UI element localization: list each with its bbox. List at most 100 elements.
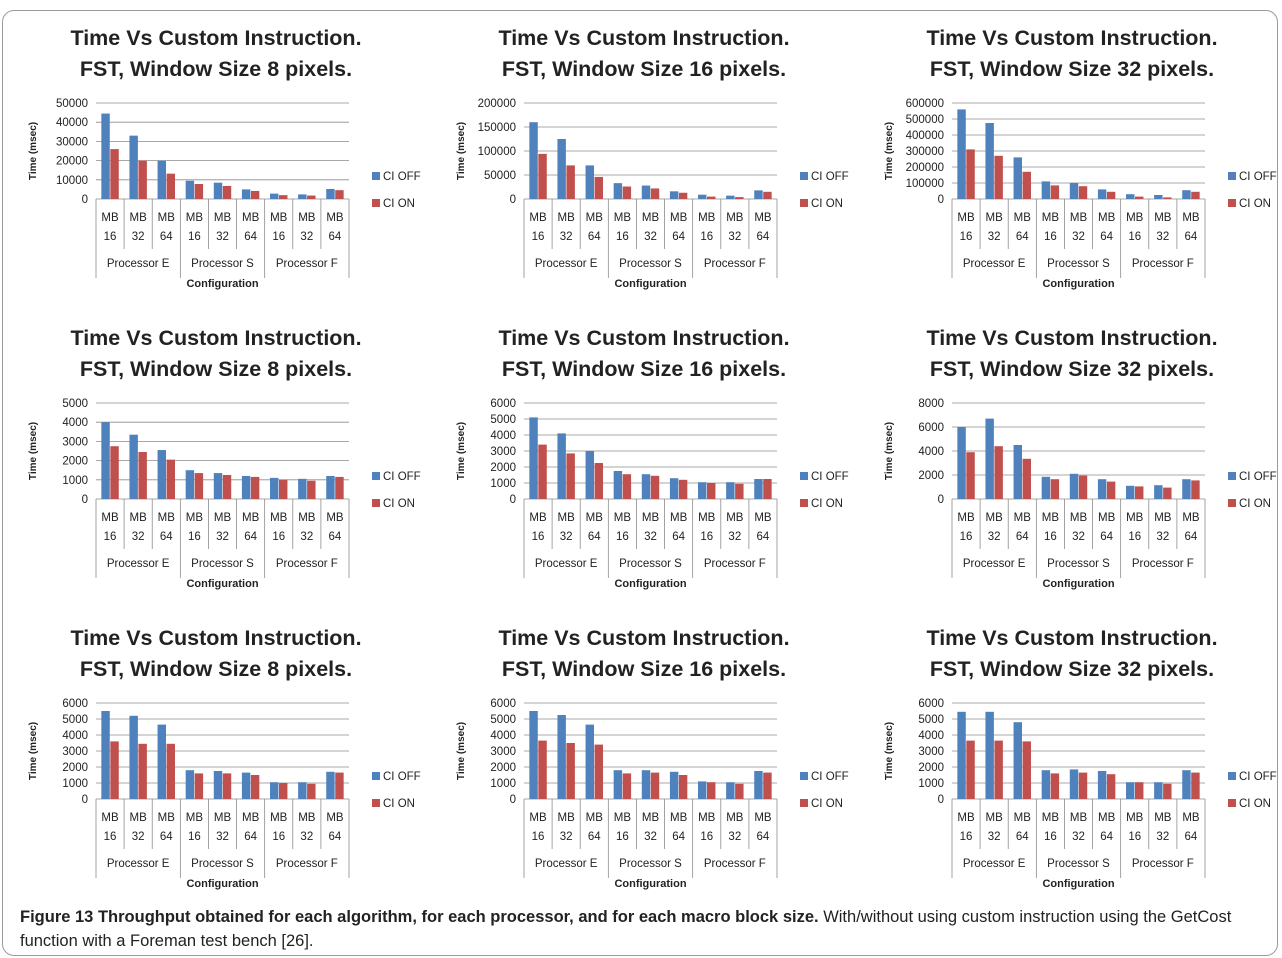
y-tick-label: 0: [510, 494, 516, 506]
caption-text: With/without using custom instruction us…: [20, 908, 1232, 950]
y-tick-label: 600000: [906, 98, 944, 110]
y-axis-title: Time (msec): [884, 122, 895, 180]
x-tick-label: MB 64: [1014, 812, 1032, 843]
x-tick-label: MB 64: [1182, 212, 1200, 243]
group-label: Processor F: [704, 258, 766, 270]
x-tick-label: MB 16: [101, 212, 119, 243]
bar-ci-off: [529, 417, 538, 499]
y-tick-label: 6000: [918, 422, 944, 434]
bar-ci-on: [1078, 475, 1088, 499]
chart-panel: Time Vs Custom Instruction. FST, Window S…: [0, 320, 426, 620]
y-tick-label: 4000: [918, 446, 944, 458]
bar-ci-on: [1050, 185, 1060, 199]
chart-panel: Time Vs Custom Instruction. FST, Window S…: [856, 320, 1282, 620]
legend-label: CI OFF: [811, 471, 849, 483]
bar-ci-off: [1126, 194, 1135, 199]
x-tick-label: MB 16: [1042, 212, 1060, 243]
bar-ci-on: [735, 197, 744, 199]
bar-ci-on: [1106, 774, 1116, 799]
bar-ci-off: [157, 450, 166, 499]
x-tick-label: MB 16: [698, 212, 716, 243]
y-tick-label: 5000: [62, 398, 88, 410]
bar-ci-on: [1191, 480, 1200, 499]
x-tick-label: MB 32: [214, 812, 232, 843]
chart-title-line: Time Vs Custom Instruction.: [498, 26, 789, 50]
bar-ci-off: [957, 427, 966, 499]
bar-ci-off: [613, 183, 623, 199]
group-label: Processor E: [535, 258, 598, 270]
bar-ci-off: [298, 194, 307, 199]
bar-ci-off: [185, 180, 195, 199]
bar-ci-on: [566, 453, 575, 499]
y-tick-label: 3000: [62, 436, 88, 448]
legend-swatch: [1228, 199, 1236, 207]
bar-ci-off: [529, 711, 538, 799]
bar-ci-on: [194, 773, 204, 799]
chart-panel: Time Vs Custom Instruction. FST, Window S…: [0, 20, 426, 320]
x-axis-title: Configuration: [186, 578, 258, 590]
legend-swatch: [1228, 472, 1236, 480]
y-axis-title: Time (msec): [884, 722, 895, 780]
legend-swatch: [372, 799, 380, 807]
x-tick-label: MB 64: [754, 812, 772, 843]
x-tick-label: MB 32: [642, 812, 660, 843]
chart-panel: Time Vs Custom Instruction. FST, Window S…: [428, 620, 854, 920]
bar-ci-on: [622, 773, 632, 799]
bar-ci-off: [726, 782, 735, 799]
bar-ci-on: [763, 479, 772, 499]
x-tick-label: MB 16: [698, 512, 716, 543]
x-tick-label: MB 16: [1126, 512, 1144, 543]
legend-swatch: [1228, 172, 1236, 180]
chart-title-line: Time Vs Custom Instruction.: [70, 326, 361, 350]
bar-ci-off: [101, 422, 110, 499]
legend-label: CI OFF: [1239, 471, 1277, 483]
x-tick-label: MB 64: [586, 812, 604, 843]
bar-ci-off: [698, 194, 707, 199]
x-tick-label: MB 32: [298, 212, 316, 243]
y-tick-label: 1000: [918, 778, 944, 790]
bar-ci-off: [557, 715, 566, 799]
bar-ci-on: [594, 744, 603, 799]
bar-ci-on: [138, 160, 147, 199]
bar-ci-on: [622, 474, 632, 499]
x-tick-label: MB 16: [957, 812, 975, 843]
bar-ci-off: [129, 715, 138, 799]
group-label: Processor F: [276, 858, 338, 870]
x-tick-label: MB 32: [986, 812, 1004, 843]
bar-ci-off: [270, 193, 279, 199]
bar-ci-off: [957, 109, 966, 199]
x-tick-label: MB 32: [1070, 812, 1088, 843]
chart-title-line: FST, Window Size 16 pixels.: [502, 57, 786, 81]
legend-swatch: [372, 172, 380, 180]
bar-ci-on: [110, 149, 119, 199]
chart-grid: Time Vs Custom Instruction. FST, Window S…: [0, 20, 1282, 890]
x-tick-label: MB 16: [270, 812, 288, 843]
bar-ci-off: [298, 478, 307, 499]
y-axis-title: Time (msec): [456, 722, 467, 780]
bar-chart: Time Vs Custom Instruction. FST, Window S…: [884, 26, 1277, 290]
group-label: Processor E: [107, 258, 170, 270]
y-tick-label: 50000: [484, 170, 516, 182]
bar-ci-on: [1191, 191, 1200, 199]
legend-swatch: [372, 472, 380, 480]
chart-title-line: FST, Window Size 32 pixels.: [930, 57, 1214, 81]
y-tick-label: 1000: [62, 778, 88, 790]
bar-ci-off: [270, 477, 279, 499]
chart-title-line: FST, Window Size 16 pixels.: [502, 357, 786, 381]
group-label: Processor E: [107, 558, 170, 570]
group-label: Processor S: [191, 558, 254, 570]
bar-ci-off: [985, 711, 994, 799]
legend-swatch: [372, 199, 380, 207]
chart-title-line: Time Vs Custom Instruction.: [498, 626, 789, 650]
bar-ci-off: [1069, 769, 1079, 799]
bar-ci-on: [594, 176, 603, 199]
bar-ci-off: [1126, 485, 1135, 499]
group-label: Processor S: [619, 858, 682, 870]
bar-ci-off: [669, 771, 679, 799]
x-tick-label: MB 32: [726, 812, 744, 843]
bar-ci-on: [538, 740, 547, 799]
bar-ci-on: [250, 190, 260, 199]
y-tick-label: 2000: [62, 762, 88, 774]
y-tick-label: 300000: [906, 146, 944, 158]
bar-ci-off: [326, 771, 335, 799]
